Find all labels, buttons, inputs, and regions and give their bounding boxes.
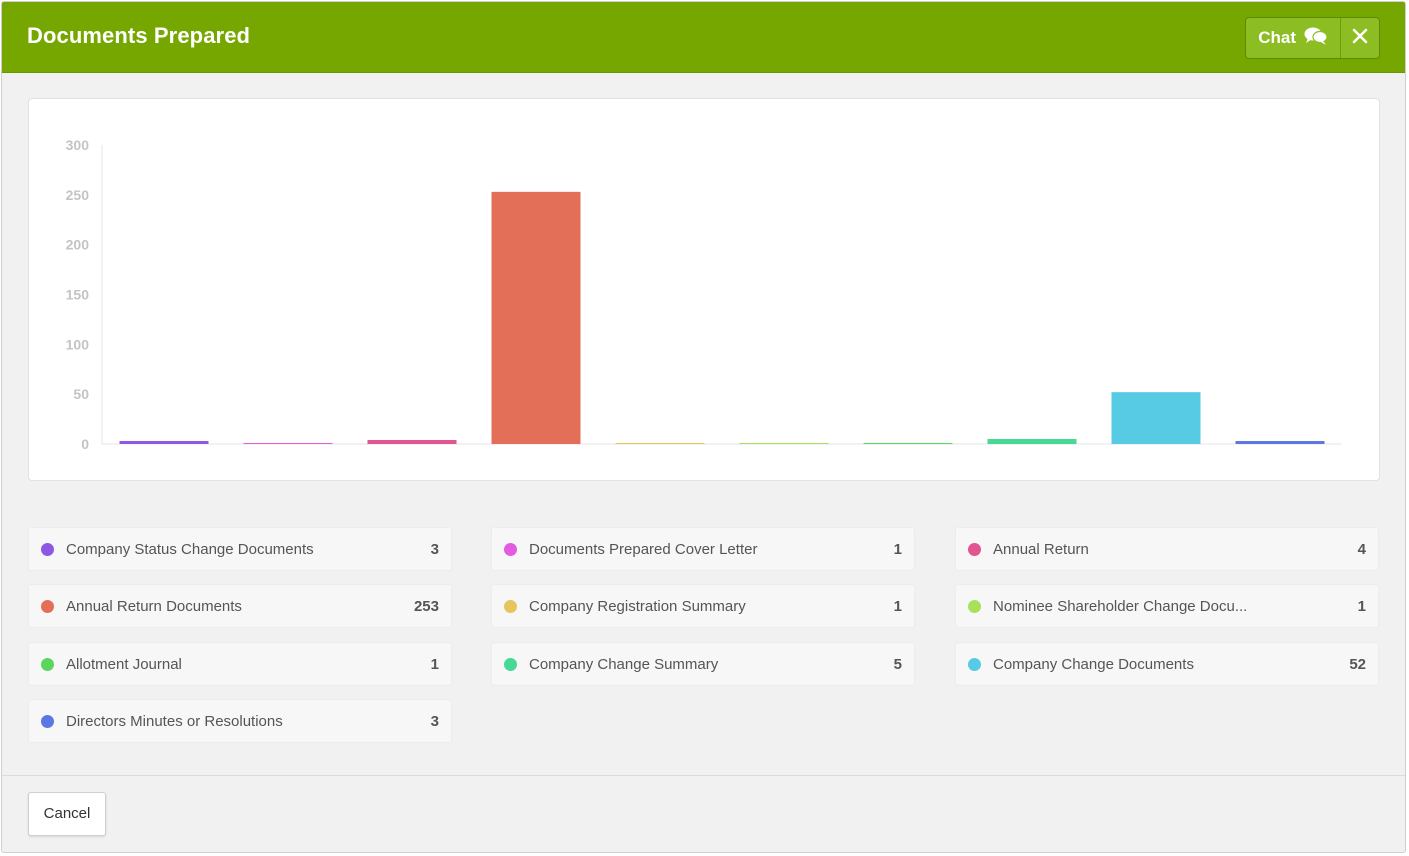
legend-label: Company Registration Summary	[529, 598, 746, 615]
y-tick-label: 200	[66, 237, 90, 253]
legend-dot-icon	[41, 715, 54, 728]
legend-label: Allotment Journal	[66, 656, 182, 673]
legend-value: 1	[893, 598, 902, 615]
legend-value: 4	[1357, 541, 1366, 558]
y-tick-label: 100	[66, 336, 90, 352]
dialog-header: Documents Prepared Chat	[2, 2, 1405, 73]
legend-item[interactable]: Annual Return Documents 253	[28, 584, 452, 628]
legend-value: 253	[413, 598, 439, 615]
legend-label: Company Change Documents	[993, 656, 1194, 673]
y-tick-label: 50	[73, 386, 89, 402]
legend-item[interactable]: Documents Prepared Cover Letter 1	[491, 527, 915, 571]
y-tick-label: 150	[66, 287, 90, 303]
legend-dot-icon	[968, 600, 981, 613]
legend-item[interactable]: Directors Minutes or Resolutions 3	[28, 699, 452, 743]
legend-item[interactable]: Company Registration Summary 1	[491, 584, 915, 628]
chart-card: 0 50 100 150 200 250 300	[28, 98, 1380, 481]
bar-chart: 0 50 100 150 200 250 300	[66, 137, 1342, 452]
legend-label: Company Change Summary	[529, 656, 719, 673]
y-tick-label: 300	[66, 137, 90, 153]
legend-label: Documents Prepared Cover Letter	[529, 541, 758, 558]
close-button[interactable]	[1341, 18, 1379, 58]
legend-dot-icon	[504, 600, 517, 613]
legend-dot-icon	[41, 658, 54, 671]
bar[interactable]	[739, 443, 829, 445]
legend-label: Directors Minutes or Resolutions	[66, 713, 283, 730]
legend-dot-icon	[968, 658, 981, 671]
legend-label: Annual Return	[993, 541, 1089, 558]
legend-value: 5	[893, 656, 902, 673]
legend-value: 3	[430, 713, 439, 730]
legend-item[interactable]: Nominee Shareholder Change Docu... 1	[955, 584, 1379, 628]
bar[interactable]	[243, 443, 333, 445]
bar[interactable]	[1111, 392, 1201, 444]
y-tick-label: 250	[66, 187, 90, 203]
bar[interactable]	[863, 443, 953, 445]
legend-label: Nominee Shareholder Change Docu...	[993, 598, 1248, 615]
legend-dot-icon	[504, 543, 517, 556]
legend-dot-icon	[41, 543, 54, 556]
legend-label: Company Status Change Documents	[66, 541, 314, 558]
legend-value: 1	[893, 541, 902, 558]
legend-value: 1	[1357, 598, 1366, 615]
bar[interactable]	[1235, 441, 1325, 444]
legend-dot-icon	[41, 600, 54, 613]
header-actions: Chat	[1245, 17, 1380, 59]
close-icon	[1352, 28, 1368, 49]
bar[interactable]	[987, 439, 1077, 444]
legend-dot-icon	[968, 543, 981, 556]
bar[interactable]	[491, 191, 581, 444]
legend-item[interactable]: Annual Return 4	[955, 527, 1379, 571]
bar[interactable]	[367, 440, 457, 444]
chat-bubbles-icon	[1304, 26, 1328, 51]
legend-item[interactable]: Allotment Journal 1	[28, 642, 452, 686]
legend-value: 1	[430, 656, 439, 673]
legend-item[interactable]: Company Change Summary 5	[491, 642, 915, 686]
footer-divider	[2, 775, 1405, 776]
legend-item[interactable]: Company Status Change Documents 3	[28, 527, 452, 571]
chat-button-label: Chat	[1258, 28, 1296, 47]
y-tick-label: 0	[81, 436, 89, 452]
legend-dot-icon	[504, 658, 517, 671]
bar[interactable]	[119, 441, 209, 444]
cancel-button[interactable]: Cancel	[28, 792, 106, 836]
legend-value: 52	[1349, 656, 1366, 673]
bar[interactable]	[615, 443, 705, 445]
legend-label: Annual Return Documents	[66, 598, 242, 615]
dialog-title: Documents Prepared	[27, 23, 251, 48]
legend-item[interactable]: Company Change Documents 52	[955, 642, 1379, 686]
legend-value: 3	[430, 541, 439, 558]
chat-button[interactable]: Chat	[1246, 18, 1341, 58]
